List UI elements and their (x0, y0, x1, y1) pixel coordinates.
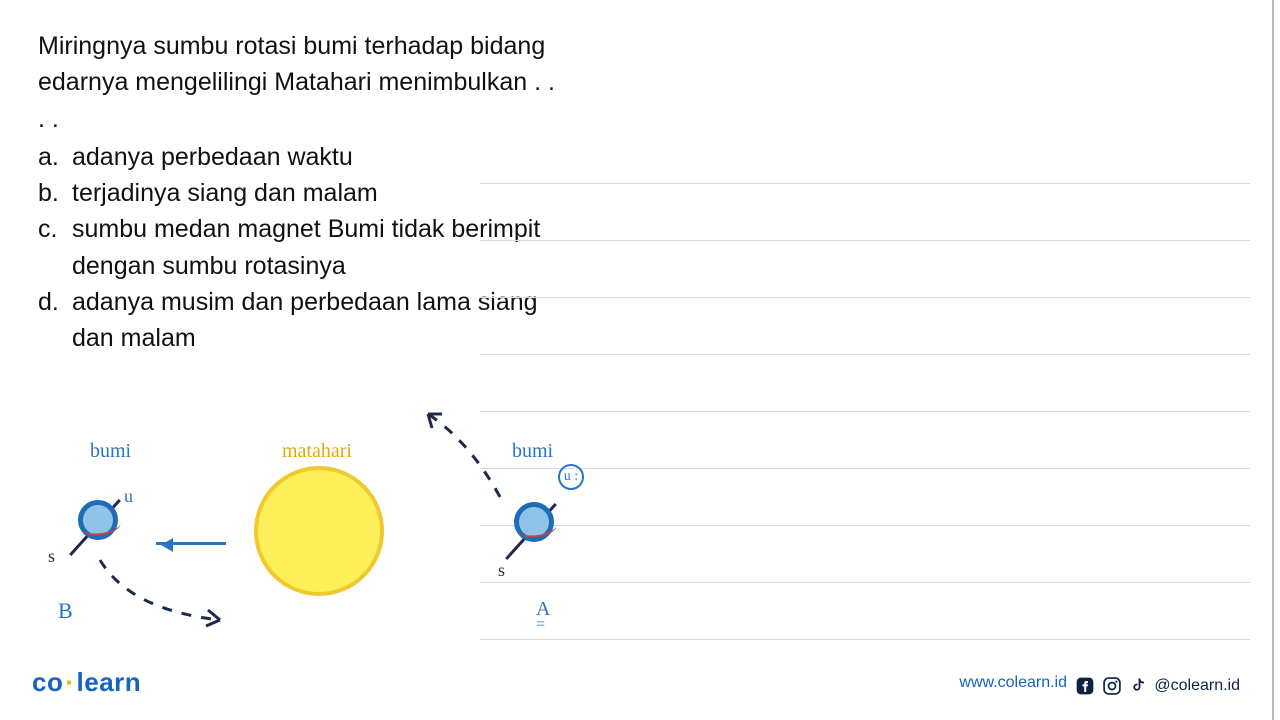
page-divider (1272, 0, 1274, 720)
instagram-icon (1102, 676, 1122, 696)
footer-site-url: www.colearn.id (959, 674, 1067, 692)
option-text: sumbu medan magnet Bumi tidak berimpit d… (72, 211, 558, 284)
footer-handle: @colearn.id (1154, 677, 1240, 695)
note-line (480, 297, 1250, 298)
option-letter: a. (38, 139, 72, 175)
option-text: adanya musim dan perbedaan lama siang da… (72, 284, 558, 357)
label-bumi-left: bumi (90, 440, 131, 463)
note-line (480, 354, 1250, 355)
logo-dot: · (63, 667, 76, 697)
option-text: adanya perbedaan waktu (72, 139, 558, 175)
diagram: bumi matahari bumi u s s u : B A = (20, 400, 620, 660)
footer: co·learn www.colearn.id @colearn.id (0, 660, 1272, 720)
label-matahari: matahari (282, 440, 352, 463)
orbit-arrow-top-icon (410, 402, 520, 512)
option-letter: d. (38, 284, 72, 357)
tiktok-icon (1129, 676, 1147, 696)
brand-logo: co·learn (32, 667, 141, 698)
sun-icon (254, 466, 384, 596)
option-letter: c. (38, 211, 72, 284)
note-line (480, 183, 1250, 184)
page: Miringnya sumbu rotasi bumi terhadap bid… (0, 0, 1280, 720)
label-s-left: s (48, 546, 55, 567)
logo-learn: learn (77, 667, 142, 697)
label-s-right: s (498, 560, 505, 581)
note-line (480, 240, 1250, 241)
facebook-icon (1075, 676, 1095, 696)
footer-socials: @colearn.id (1075, 676, 1240, 696)
option-c: c. sumbu medan magnet Bumi tidak berimpi… (38, 211, 558, 284)
option-letter: b. (38, 175, 72, 211)
label-u-circle: u : (558, 464, 584, 490)
label-a-underline: = (536, 616, 545, 634)
option-text: terjadinya siang dan malam (72, 175, 558, 211)
question-block: Miringnya sumbu rotasi bumi terhadap bid… (38, 28, 558, 356)
earth-right-icon (514, 502, 554, 542)
logo-co: co (32, 667, 63, 697)
label-b: B (58, 598, 73, 624)
option-b: b. terjadinya siang dan malam (38, 175, 558, 211)
options-list: a. adanya perbedaan waktu b. terjadinya … (38, 139, 558, 357)
orbit-arrow-bottom-icon (90, 550, 250, 640)
option-a: a. adanya perbedaan waktu (38, 139, 558, 175)
arrow-left-icon (156, 542, 226, 545)
question-stem: Miringnya sumbu rotasi bumi terhadap bid… (38, 28, 558, 137)
label-u-left: u (124, 486, 133, 507)
earth-left-icon (78, 500, 118, 540)
option-d: d. adanya musim dan perbedaan lama siang… (38, 284, 558, 357)
